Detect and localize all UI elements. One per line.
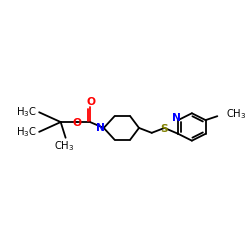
Text: H$_3$C: H$_3$C [16, 125, 37, 139]
Text: O: O [73, 118, 82, 128]
Text: H$_3$C: H$_3$C [16, 105, 37, 119]
Text: CH$_3$: CH$_3$ [226, 107, 247, 121]
Text: S: S [161, 124, 168, 134]
Text: CH$_3$: CH$_3$ [54, 140, 75, 153]
Text: N: N [96, 123, 105, 133]
Text: N: N [172, 113, 181, 123]
Text: O: O [86, 96, 96, 106]
